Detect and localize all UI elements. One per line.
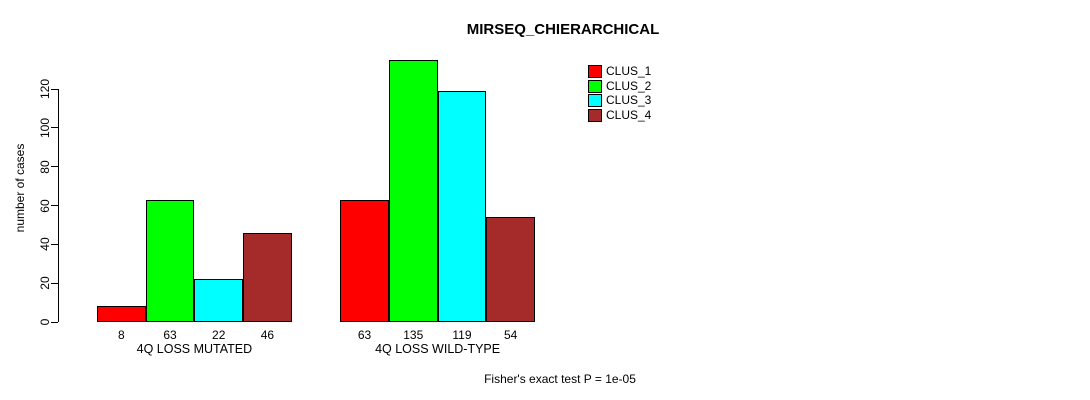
bar-value-label: 119 (452, 328, 472, 342)
y-tick-label: 0 (38, 318, 52, 326)
y-tick-label: 20 (38, 276, 52, 290)
bar-clus_2-group1 (145, 199, 195, 322)
y-tick-mark (51, 205, 58, 206)
y-tick-mark (51, 166, 58, 168)
bar-value-label: 54 (503, 328, 518, 342)
bar-value-label: 135 (403, 328, 424, 342)
y-axis-line (58, 89, 59, 322)
legend-item-clus_2: CLUS_2 (588, 78, 652, 93)
y-tick-mark (51, 243, 58, 245)
legend-swatch-clus_2 (588, 79, 602, 93)
legend-swatch-clus_4 (588, 109, 602, 123)
bar-value-label: 63 (163, 328, 177, 342)
legend-label: CLUS_3 (606, 93, 652, 108)
chart-title: MIRSEQ_CHIERARCHICAL (466, 21, 660, 38)
bar-value-label: 46 (260, 328, 275, 342)
bar-clus_2-group2 (388, 59, 438, 322)
bar-clus_1-group1 (97, 306, 146, 322)
legend-swatch-clus_1 (588, 65, 602, 78)
bar-clus_4-group1 (243, 232, 292, 322)
y-tick-mark (51, 282, 58, 284)
legend-item-clus_1: CLUS_1 (588, 65, 651, 78)
bar-value-label: 8 (118, 328, 125, 342)
bar-clus_1-group2 (340, 199, 389, 322)
y-axis-label: number of cases (13, 143, 27, 233)
legend-label: CLUS_2 (606, 78, 652, 93)
legend-label: CLUS_4 (606, 108, 652, 123)
bar-clus_3-group1 (194, 279, 244, 322)
y-tick-label: 40 (38, 237, 52, 252)
y-tick-label: 120 (38, 78, 52, 100)
y-tick-mark (51, 88, 58, 90)
annotation-text: Fisher's exact test P = 1e-05 (484, 372, 636, 386)
y-tick-mark (51, 127, 58, 129)
bar-value-label: 63 (357, 328, 372, 342)
group-label-2: 4Q LOSS WILD-TYPE (375, 342, 501, 356)
bar-value-label: 22 (212, 328, 226, 342)
legend-label: CLUS_1 (606, 64, 652, 78)
y-tick-label: 80 (38, 159, 52, 174)
bar-clus_4-group2 (486, 217, 535, 322)
legend-item-clus_3: CLUS_3 (588, 93, 652, 108)
legend-swatch-clus_3 (588, 94, 602, 108)
y-tick-mark (51, 321, 58, 323)
y-tick-label: 60 (38, 198, 52, 213)
legend-item-clus_4: CLUS_4 (588, 108, 652, 123)
y-tick-label: 100 (38, 117, 52, 138)
bar-clus_3-group2 (437, 90, 487, 322)
group-label-1: 4Q LOSS MUTATED (136, 342, 253, 356)
